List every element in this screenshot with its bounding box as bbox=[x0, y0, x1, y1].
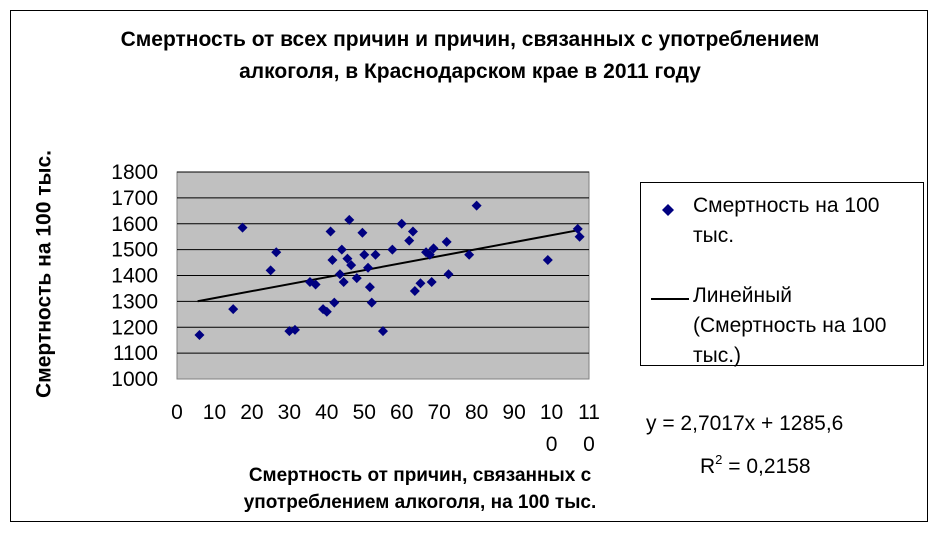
r-squared: R2 = 0,2158 bbox=[700, 446, 811, 481]
data-point bbox=[370, 249, 381, 260]
data-point bbox=[387, 244, 398, 255]
data-point bbox=[424, 249, 435, 260]
data-point bbox=[346, 260, 357, 271]
data-point bbox=[194, 330, 205, 341]
x-tick-label: 10 bbox=[203, 401, 226, 424]
data-point bbox=[265, 265, 276, 276]
data-point bbox=[572, 223, 583, 234]
data-point bbox=[363, 262, 374, 273]
data-point bbox=[396, 218, 407, 229]
trendline bbox=[197, 228, 580, 303]
legend-label-trendline: Линейный (Смертность на 100 тыс.) bbox=[693, 284, 887, 367]
y-tick-label: 1300 bbox=[111, 290, 158, 313]
data-point bbox=[289, 324, 300, 335]
r-squared-value: = 0,2158 bbox=[722, 455, 811, 478]
chart-title: Смертность от всех причин и причин, связ… bbox=[120, 28, 820, 83]
data-point bbox=[228, 304, 239, 315]
data-point bbox=[321, 306, 332, 317]
data-point bbox=[364, 282, 375, 293]
x-tick-label: 50 bbox=[353, 401, 376, 424]
x-tick-label: 90 bbox=[502, 401, 525, 424]
data-point bbox=[378, 326, 388, 337]
data-point bbox=[464, 249, 475, 260]
y-tick-label: 1800 bbox=[111, 161, 158, 184]
data-point bbox=[366, 297, 377, 308]
data-point bbox=[415, 278, 426, 289]
y-tick-label: 1200 bbox=[111, 316, 158, 339]
x-tick-label: 10 0 bbox=[540, 401, 563, 456]
data-point bbox=[310, 279, 321, 290]
data-point bbox=[327, 254, 338, 265]
data-point bbox=[334, 269, 345, 280]
y-tick-label: 1400 bbox=[111, 265, 158, 288]
data-point bbox=[359, 249, 370, 260]
data-point bbox=[336, 244, 347, 255]
y-tick-label: 1000 bbox=[111, 368, 158, 391]
data-point bbox=[329, 297, 340, 308]
data-point bbox=[338, 276, 349, 287]
x-tick-label: 60 bbox=[390, 401, 413, 424]
legend-line-icon bbox=[651, 298, 689, 300]
data-point bbox=[237, 222, 248, 233]
data-point bbox=[271, 247, 282, 258]
data-point bbox=[325, 226, 336, 237]
y-tick-label: 1500 bbox=[111, 239, 158, 262]
data-point bbox=[471, 200, 482, 211]
x-tick-label: 70 bbox=[428, 401, 451, 424]
trendline-equation: y = 2,7017x + 1285,6 bbox=[646, 412, 844, 435]
gridlines bbox=[177, 171, 589, 354]
r-squared-exponent: 2 bbox=[715, 452, 723, 467]
data-point bbox=[426, 276, 437, 287]
x-tick-label: 80 bbox=[465, 401, 488, 424]
x-tick-label: 30 bbox=[278, 401, 301, 424]
data-point bbox=[428, 243, 439, 254]
y-tick-label: 1100 bbox=[113, 342, 158, 365]
data-point bbox=[409, 286, 420, 297]
legend-diamond-icon bbox=[662, 204, 674, 216]
data-point bbox=[357, 227, 368, 238]
legend-label-series: Смертность на 100 тыс. bbox=[693, 194, 880, 247]
data-point bbox=[404, 235, 415, 246]
x-tick-label: 0 bbox=[171, 401, 183, 424]
y-tick-label: 1600 bbox=[111, 213, 158, 236]
data-point bbox=[342, 253, 353, 264]
data-point bbox=[344, 214, 355, 225]
x-axis-ticks: 0 10 20 30 40 50 60 70 80 90 10 0 11 0 bbox=[171, 401, 600, 456]
x-tick-label: 20 bbox=[240, 401, 263, 424]
r-squared-prefix: R bbox=[700, 455, 716, 478]
data-points bbox=[194, 200, 585, 341]
data-point bbox=[351, 273, 362, 284]
legend: Смертность на 100 тыс. Линейный (Смертно… bbox=[640, 182, 924, 367]
y-tick-label: 1700 bbox=[111, 187, 158, 210]
data-point bbox=[542, 254, 553, 265]
x-tick-label: 11 0 bbox=[578, 401, 600, 456]
data-point bbox=[407, 226, 418, 237]
data-point bbox=[443, 269, 454, 280]
x-tick-label: 40 bbox=[315, 401, 338, 424]
x-axis-title: Смертность от причин, связанных с употре… bbox=[243, 465, 597, 513]
data-point bbox=[574, 231, 585, 242]
data-point bbox=[441, 236, 452, 247]
